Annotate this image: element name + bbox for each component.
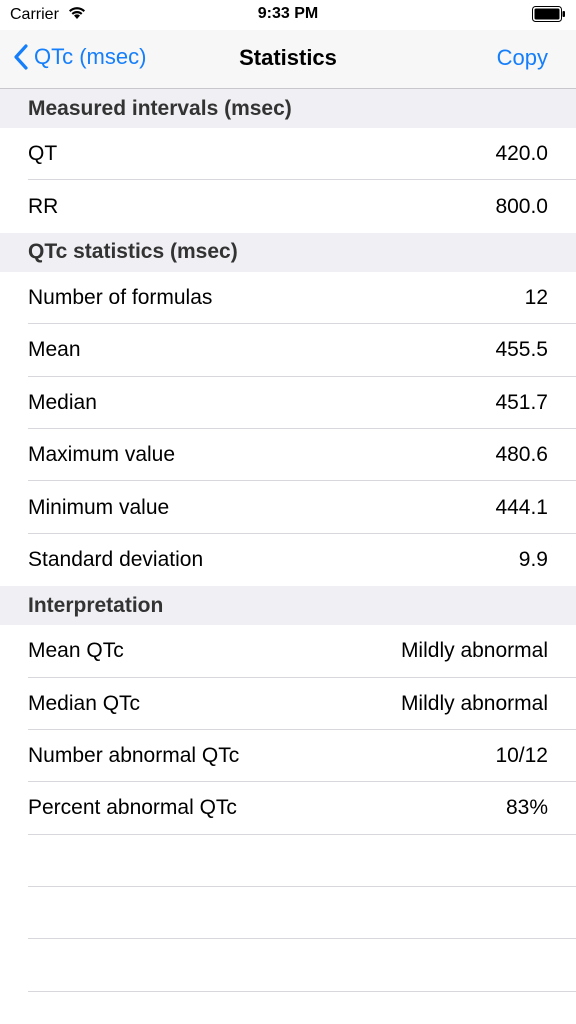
row-label: Number of formulas bbox=[28, 285, 213, 309]
row-value: Mildly abnormal bbox=[400, 691, 548, 715]
row-value: Mildly abnormal bbox=[400, 639, 548, 663]
row-label: Percent abnormal QTc bbox=[28, 796, 237, 820]
carrier-label: Carrier bbox=[10, 6, 59, 23]
row-value: 451.7 bbox=[495, 390, 548, 414]
wifi-icon bbox=[67, 5, 87, 25]
row-value: 480.6 bbox=[495, 443, 548, 467]
battery-icon bbox=[532, 6, 566, 27]
table-row-rr: RR 800.0 bbox=[0, 180, 576, 233]
status-time: 9:33 PM bbox=[257, 5, 319, 22]
status-left: Carrier bbox=[10, 5, 87, 25]
row-value: 83% bbox=[505, 796, 548, 820]
back-button[interactable]: QTc (msec) bbox=[14, 44, 146, 70]
row-value: 444.1 bbox=[495, 495, 548, 519]
table-row-maximum-value: Maximum value 480.6 bbox=[0, 428, 576, 482]
section-header-interpretation: Interpretation bbox=[0, 586, 576, 626]
table-row-number-abnormal-qtc: Number abnormal QTc 10/12 bbox=[0, 729, 576, 783]
empty-table-row bbox=[0, 835, 576, 888]
row-label: Number abnormal QTc bbox=[28, 744, 240, 768]
row-label: Minimum value bbox=[28, 495, 170, 519]
table-row-mean: Mean 455.5 bbox=[0, 324, 576, 377]
navigation-bar: QTc (msec) Statistics Copy bbox=[0, 30, 576, 89]
section-header-measured-intervals: Measured intervals (msec) bbox=[0, 89, 576, 128]
row-label: Median QTc bbox=[28, 691, 141, 715]
table-row-percent-abnormal-qtc: Percent abnormal QTc 83% bbox=[0, 782, 576, 836]
row-value: 420.0 bbox=[495, 142, 548, 166]
row-value: 10/12 bbox=[495, 744, 548, 768]
row-label: Maximum value bbox=[28, 443, 176, 467]
table-row-standard-deviation: Standard deviation 9.9 bbox=[0, 533, 576, 587]
table-row-median: Median 451.7 bbox=[0, 376, 576, 430]
page-title: Statistics bbox=[239, 45, 337, 70]
row-label: RR bbox=[28, 194, 59, 218]
empty-table-row bbox=[0, 887, 576, 940]
table-row-number-of-formulas: Number of formulas 12 bbox=[0, 271, 576, 325]
table-row-mean-qtc: Mean QTc Mildly abnormal bbox=[0, 625, 576, 678]
empty-table-row bbox=[0, 939, 576, 993]
row-label: Mean QTc bbox=[28, 639, 124, 663]
row-value: 455.5 bbox=[495, 338, 548, 362]
row-label: QT bbox=[28, 142, 58, 166]
back-button-label: QTc (msec) bbox=[34, 44, 147, 69]
row-value: 9.9 bbox=[518, 547, 548, 571]
table-row-minimum-value: Minimum value 444.1 bbox=[0, 481, 576, 535]
status-bar: Carrier 9:33 PM bbox=[0, 0, 576, 30]
row-label: Median bbox=[28, 390, 97, 414]
row-label: Standard deviation bbox=[28, 547, 204, 571]
chevron-left-icon bbox=[14, 44, 28, 70]
row-label: Mean bbox=[28, 338, 81, 362]
row-value: 12 bbox=[524, 285, 548, 309]
table-row-median-qtc: Median QTc Mildly abnormal bbox=[0, 677, 576, 731]
row-value: 800.0 bbox=[495, 194, 548, 218]
table-row-qt: QT 420.0 bbox=[0, 128, 576, 181]
section-header-qtc-statistics: QTc statistics (msec) bbox=[0, 232, 576, 272]
copy-button[interactable]: Copy bbox=[496, 45, 548, 70]
